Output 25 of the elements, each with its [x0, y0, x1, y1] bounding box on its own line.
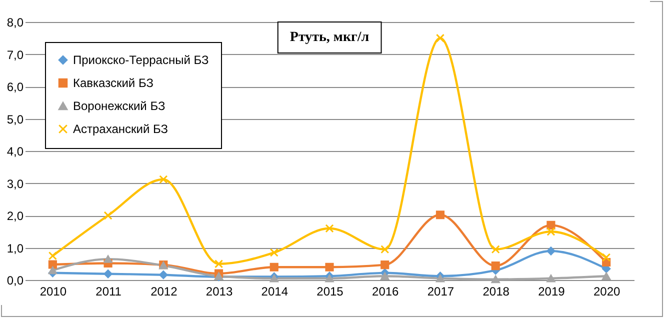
- x-tick-label: 2019: [538, 284, 566, 298]
- x-tick-label: 2014: [261, 284, 288, 298]
- y-tick-label: 1,0: [6, 241, 24, 256]
- x-tick-label: 2013: [206, 284, 233, 298]
- y-tick-label: 0,0: [6, 274, 24, 288]
- y-tick-label: 2,0: [6, 209, 24, 223]
- legend-label: Приокско-Террасный БЗ: [73, 53, 209, 67]
- x-tick-label: 2015: [316, 284, 344, 298]
- y-tick-label: 7,0: [6, 48, 24, 62]
- y-tick-label: 6,0: [6, 80, 24, 94]
- x-tick-label: 2020: [593, 284, 620, 298]
- x-tick-label: 2012: [150, 284, 178, 298]
- y-tick-label: 8,0: [6, 16, 24, 30]
- legend-label: Воронежский БЗ: [73, 99, 166, 113]
- x-tick-label: 2016: [372, 284, 400, 298]
- x-tick-label: 2017: [427, 284, 454, 298]
- legend-label: Кавказский БЗ: [73, 76, 154, 90]
- x-tick-label: 2018: [482, 284, 510, 298]
- text: Ртуть, мкг/л: [290, 30, 370, 45]
- x-tick-label: 2010: [40, 284, 67, 298]
- legend-label: Астраханский БЗ: [73, 122, 168, 136]
- y-tick-label: 3,0: [6, 176, 24, 191]
- y-tick-label: 4,0: [6, 144, 24, 158]
- y-tick-label: 5,0: [6, 112, 24, 126]
- x-tick-label: 2011: [96, 284, 122, 298]
